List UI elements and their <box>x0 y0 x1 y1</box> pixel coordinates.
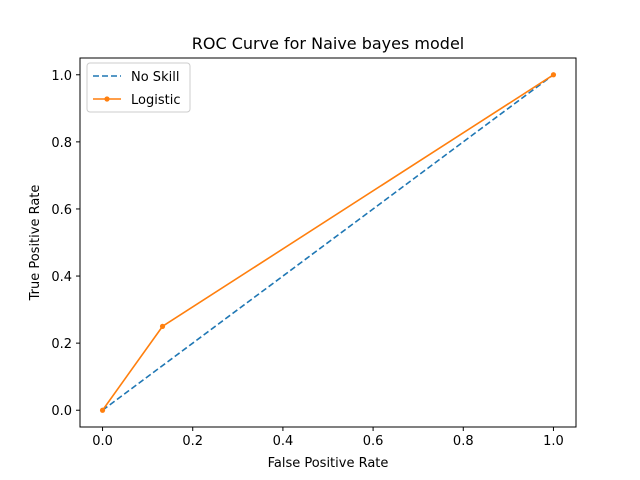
y-tick-label: 0.4 <box>51 270 72 285</box>
x-tick-label: 0.0 <box>92 434 113 449</box>
x-tick-label: 0.4 <box>273 434 294 449</box>
legend-label-logistic: Logistic <box>131 93 180 108</box>
axes-layer: 0.0 0.2 0.4 0.6 0.8 1.0 0.0 0.2 0.4 0.6 0.8 1.0 <box>51 69 563 449</box>
x-axis-label: False Positive Rate <box>268 456 389 471</box>
y-axis-label: True Positive Rate <box>28 185 43 302</box>
series-point-logistic <box>159 323 166 329</box>
y-tick-label: 0.8 <box>51 136 72 151</box>
y-tick-label: 0.0 <box>51 404 72 419</box>
legend-marker-logistic <box>104 96 110 102</box>
series-layer <box>99 72 557 413</box>
series-point-logistic <box>99 407 106 413</box>
series-line-no-skill <box>102 74 554 411</box>
y-tick-label: 0.6 <box>51 203 72 218</box>
series-point-logistic <box>550 72 557 78</box>
x-tick-label: 0.8 <box>453 434 474 449</box>
y-tick-label: 0.2 <box>51 337 72 352</box>
x-tick-label: 1.0 <box>543 434 564 449</box>
y-tick-label: 1.0 <box>51 69 72 84</box>
x-tick-label: 0.2 <box>182 434 203 449</box>
x-tick-label: 0.6 <box>363 434 384 449</box>
legend: No Skill Logistic <box>86 62 191 113</box>
plot-frame <box>79 57 577 428</box>
legend-label-no-skill: No Skill <box>131 70 179 85</box>
chart-title: ROC Curve for Naive bayes model <box>192 34 464 53</box>
